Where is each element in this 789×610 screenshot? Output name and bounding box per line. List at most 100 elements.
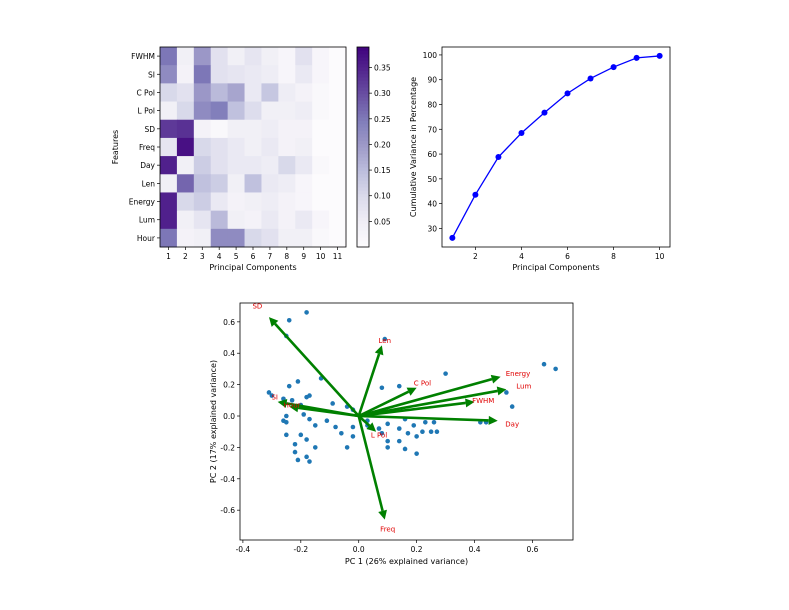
line-plot-frame bbox=[441, 46, 671, 248]
y-tick-label: 70 bbox=[427, 125, 437, 134]
colorbar-segment bbox=[357, 153, 369, 158]
heatmap-cell bbox=[278, 156, 296, 175]
colorbar-segment bbox=[357, 90, 369, 95]
colorbar-segment bbox=[357, 187, 369, 191]
loading-arrow-shaft bbox=[357, 353, 381, 417]
colorbar-tick-label: 0.10 bbox=[374, 192, 391, 201]
loading-arrow-shaft bbox=[358, 390, 410, 418]
heatmap-cell bbox=[312, 65, 330, 84]
heatmap-cell bbox=[160, 210, 178, 230]
component-label: 5 bbox=[234, 252, 239, 261]
colorbar-segment bbox=[357, 163, 369, 168]
y-tick-label: 90 bbox=[427, 76, 437, 85]
heatmap-cell bbox=[160, 65, 178, 84]
colorbar-segment bbox=[357, 137, 369, 141]
heatmap-cell bbox=[227, 119, 245, 139]
heatmap-cell bbox=[244, 174, 262, 193]
heatmap-cell bbox=[210, 156, 229, 175]
heatmap-cell bbox=[210, 174, 229, 193]
colorbar-segment bbox=[357, 220, 369, 225]
loading-label: Energy bbox=[506, 370, 531, 378]
heatmap-cell bbox=[278, 137, 296, 157]
heatmap-cell bbox=[227, 101, 245, 121]
feature-label: Len bbox=[142, 179, 156, 188]
colorbar-segment bbox=[357, 170, 369, 175]
y-axis-title: Features bbox=[111, 130, 120, 164]
heatmap-cell bbox=[278, 101, 296, 121]
colorbar-segment bbox=[357, 193, 369, 198]
component-label: 10 bbox=[316, 252, 326, 261]
colorbar-segment bbox=[357, 120, 369, 125]
heatmap-cell bbox=[176, 192, 195, 212]
loading-arrow-head bbox=[366, 422, 377, 432]
sample-point bbox=[428, 429, 434, 435]
loading-arrow-shaft bbox=[297, 406, 359, 418]
component-label: 11 bbox=[333, 252, 343, 261]
sample-point bbox=[307, 459, 312, 464]
y-tick-label: 40 bbox=[427, 200, 437, 209]
heatmap-cell bbox=[295, 156, 313, 175]
heatmap-cell bbox=[278, 65, 296, 84]
cumulative-variance-point bbox=[656, 52, 663, 59]
colorbar-segment bbox=[357, 207, 369, 211]
heatmap-cell bbox=[193, 228, 212, 248]
colorbar-segment bbox=[357, 140, 369, 145]
heatmap-cell bbox=[312, 119, 330, 139]
loading-arrow-head bbox=[374, 345, 384, 356]
loading-label: Day bbox=[505, 420, 519, 428]
component-label: 6 bbox=[251, 252, 256, 261]
sample-point bbox=[298, 432, 304, 438]
colorbar-segment bbox=[357, 113, 369, 118]
colorbar-segment bbox=[357, 130, 369, 135]
loading-arrow-shaft bbox=[358, 389, 498, 418]
heatmap-cell bbox=[244, 192, 262, 212]
sample-point bbox=[414, 434, 419, 439]
heatmap-cell bbox=[261, 174, 279, 193]
sample-point bbox=[269, 393, 275, 398]
colorbar-segment bbox=[357, 167, 369, 171]
loading-arrow-shaft bbox=[357, 415, 371, 427]
cumulative-variance-point bbox=[472, 191, 479, 198]
colorbar-segment bbox=[357, 53, 369, 58]
loading-label: Freq bbox=[380, 526, 395, 534]
feature-label: SI bbox=[148, 70, 155, 79]
cumulative-variance-point bbox=[564, 90, 571, 97]
heatmap-cell bbox=[261, 156, 279, 175]
heatmap-cell bbox=[278, 47, 296, 66]
colorbar-segment bbox=[357, 190, 369, 195]
heatmap-cell bbox=[176, 210, 195, 230]
heatmap-cell bbox=[160, 228, 178, 248]
colorbar-segment bbox=[357, 77, 369, 81]
biplot-panel: -0.4 -0.2 0.0 0.2 0.4 0.6 -0.6 -0.4 -0.2 0.0 0.2 0.… bbox=[209, 302, 574, 566]
heatmap-cell bbox=[261, 119, 279, 139]
colorbar-segment bbox=[357, 107, 369, 111]
heatmap-cell bbox=[193, 65, 212, 84]
heatmap-cell bbox=[227, 228, 245, 248]
sample-point bbox=[281, 418, 286, 424]
colorbar-segment bbox=[357, 73, 369, 78]
colorbar-segment bbox=[357, 173, 369, 178]
heatmap-cell bbox=[160, 137, 178, 157]
heatmap-cell bbox=[210, 192, 229, 212]
sample-point bbox=[553, 366, 558, 372]
colorbar-segment bbox=[357, 177, 369, 181]
x-tick-label: 0.6 bbox=[526, 545, 538, 554]
heatmap-cell bbox=[227, 47, 245, 66]
heatmap-cell bbox=[244, 156, 262, 175]
colorbar-segment bbox=[357, 87, 369, 91]
heatmap-cell bbox=[295, 174, 313, 193]
loading-arrow-shaft bbox=[274, 322, 360, 417]
colorbar-segment bbox=[357, 150, 369, 155]
heatmap-cell bbox=[210, 119, 229, 139]
heatmap-cell bbox=[261, 192, 279, 212]
colorbar-segment bbox=[357, 230, 369, 235]
x-axis-title: Principal Components bbox=[512, 263, 599, 272]
sample-point bbox=[411, 423, 417, 428]
heatmap-cell bbox=[329, 47, 347, 66]
heatmap-cell bbox=[261, 65, 279, 84]
heatmap-cell bbox=[176, 228, 195, 248]
heatmap-cell bbox=[329, 65, 347, 84]
loading-arrow-head bbox=[289, 403, 299, 413]
sample-point bbox=[431, 419, 437, 425]
